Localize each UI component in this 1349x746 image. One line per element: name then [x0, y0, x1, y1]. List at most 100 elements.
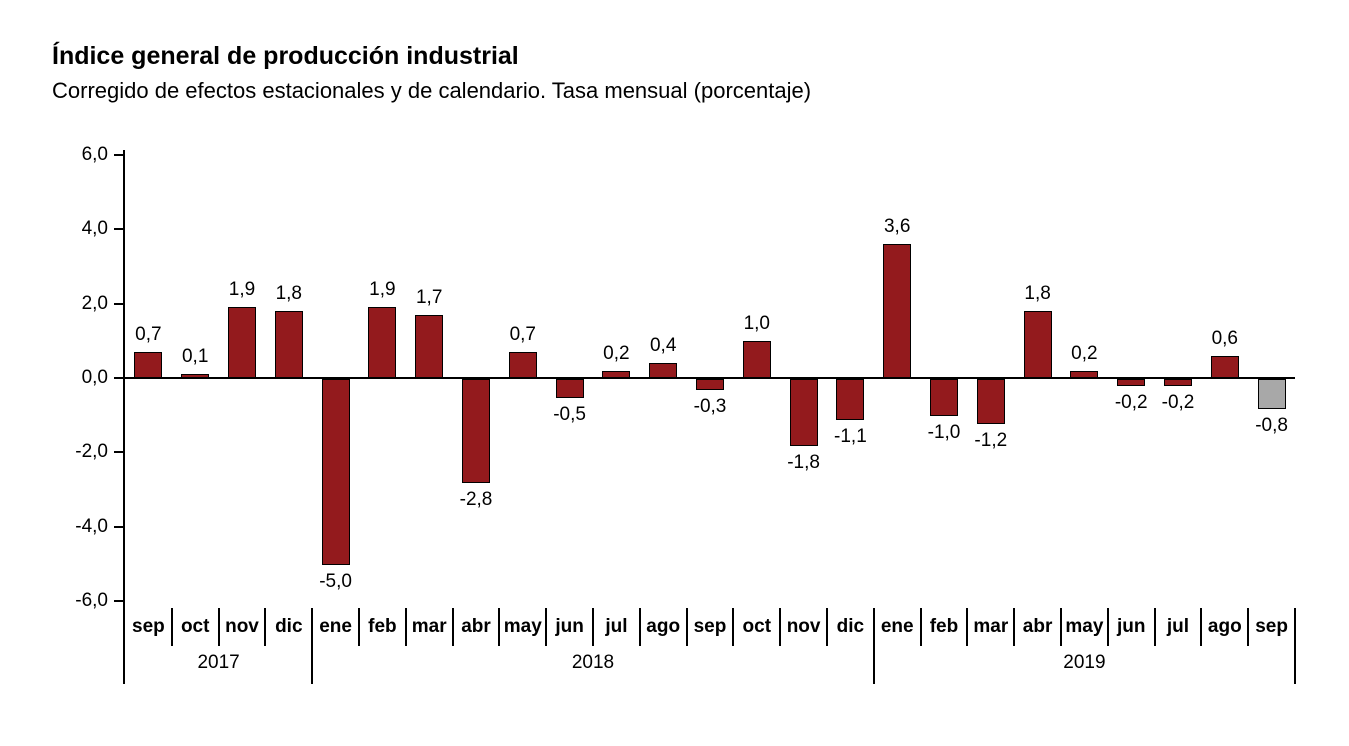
month-separator [358, 608, 360, 646]
bar-value-label: 1,9 [369, 279, 396, 301]
year-label: 2017 [197, 652, 240, 673]
y-axis-tick-mark [114, 153, 123, 156]
bar [1070, 370, 1099, 378]
chart-subtitle: Corregido de efectos estacionales y de c… [52, 78, 812, 103]
month-separator [451, 608, 454, 646]
y-axis-tick-label: -4,0 [75, 515, 108, 537]
bar [134, 351, 163, 378]
bar-value-label: 0,4 [649, 335, 677, 357]
bar-value-label: 1,0 [743, 312, 770, 334]
zero-line [125, 377, 1295, 379]
bar [696, 379, 724, 391]
y-axis-tick-label: 2,0 [81, 292, 108, 314]
bar-value-label: -0,5 [553, 403, 586, 425]
bar-value-label: -0,3 [693, 396, 727, 418]
month-label: ago [646, 616, 681, 637]
bar [1117, 379, 1146, 387]
bar [602, 370, 631, 378]
month-separator [217, 608, 220, 646]
y-axis-tick-mark [114, 600, 123, 603]
bar [508, 351, 537, 378]
chart-title: Índice general de producción industrial [52, 42, 519, 70]
month-label: jun [1116, 616, 1146, 637]
y-axis-tick-label: -6,0 [75, 590, 108, 612]
month-label: nov [786, 616, 821, 637]
y-axis-tick-label: 6,0 [81, 143, 108, 165]
month-label: abr [1022, 616, 1053, 637]
month-label: ago [1207, 616, 1242, 637]
month-label: dic [836, 616, 865, 637]
month-label: jul [605, 616, 628, 637]
bar-value-label: 0,7 [135, 323, 162, 345]
bar-value-label: 3,6 [883, 216, 911, 238]
bar-value-label: 1,8 [1024, 283, 1051, 305]
bar [462, 379, 490, 484]
bar [321, 379, 350, 565]
month-separator [732, 608, 735, 646]
bar-value-label: -1,0 [927, 422, 961, 444]
year-label: 2019 [1063, 652, 1106, 673]
month-separator [1013, 608, 1016, 646]
month-separator [1060, 608, 1062, 646]
month-separator [966, 608, 969, 646]
bar-value-label: -5,0 [319, 570, 352, 592]
bar [368, 307, 397, 378]
month-separator [1153, 608, 1156, 646]
bar [883, 244, 912, 378]
bar-value-label: 0,7 [509, 323, 536, 345]
bar [1023, 311, 1052, 378]
month-label: may [503, 616, 542, 637]
month-label: dic [275, 616, 303, 637]
y-axis-tick-label: 4,0 [81, 218, 108, 240]
month-separator [592, 608, 594, 646]
month-label: mar [973, 616, 1009, 637]
bar-value-label: -0,2 [1114, 392, 1148, 414]
bar-value-label: -0,8 [1255, 414, 1288, 436]
bar [836, 379, 865, 420]
bar [415, 314, 444, 378]
bar-value-label: -1,1 [834, 425, 867, 447]
month-label: oct [180, 616, 210, 637]
month-separator [498, 608, 501, 646]
month-separator [685, 608, 688, 646]
y-axis-tick-mark [114, 525, 123, 528]
bar [181, 374, 210, 378]
bar [228, 307, 256, 378]
y-axis-tick-mark [114, 377, 123, 379]
bar [1164, 379, 1192, 387]
y-axis-tick-label: 0,0 [81, 367, 108, 388]
month-separator [1200, 608, 1203, 646]
bar [789, 379, 818, 446]
month-separator [919, 608, 922, 646]
bar-value-label: -1,2 [974, 429, 1008, 451]
month-separator [264, 608, 267, 646]
year-label: 2018 [571, 652, 615, 673]
bar [976, 379, 1005, 424]
month-separator [545, 608, 548, 646]
month-label: oct [742, 616, 772, 637]
month-separator [638, 608, 641, 646]
month-separator [170, 608, 173, 646]
month-label: jul [1166, 616, 1190, 637]
month-separator [1106, 608, 1109, 646]
month-label: ene [880, 616, 914, 637]
year-separator [1294, 608, 1296, 684]
bar-value-label: -0,2 [1161, 392, 1195, 414]
month-separator [826, 608, 828, 646]
month-label: feb [368, 616, 397, 637]
bar-value-label: 0,2 [1071, 342, 1098, 364]
month-label: sep [132, 616, 165, 637]
year-separator [311, 608, 314, 684]
month-label: sep [1255, 616, 1288, 637]
bar [555, 379, 584, 398]
bar [742, 340, 771, 378]
month-label: jun [555, 616, 584, 637]
bar-value-label: -2,8 [459, 489, 493, 511]
bar-value-label: 0,6 [1211, 327, 1238, 349]
month-label: may [1065, 616, 1104, 637]
month-label: nov [225, 616, 259, 637]
month-label: ene [319, 616, 352, 637]
y-axis-tick-mark [114, 451, 123, 454]
